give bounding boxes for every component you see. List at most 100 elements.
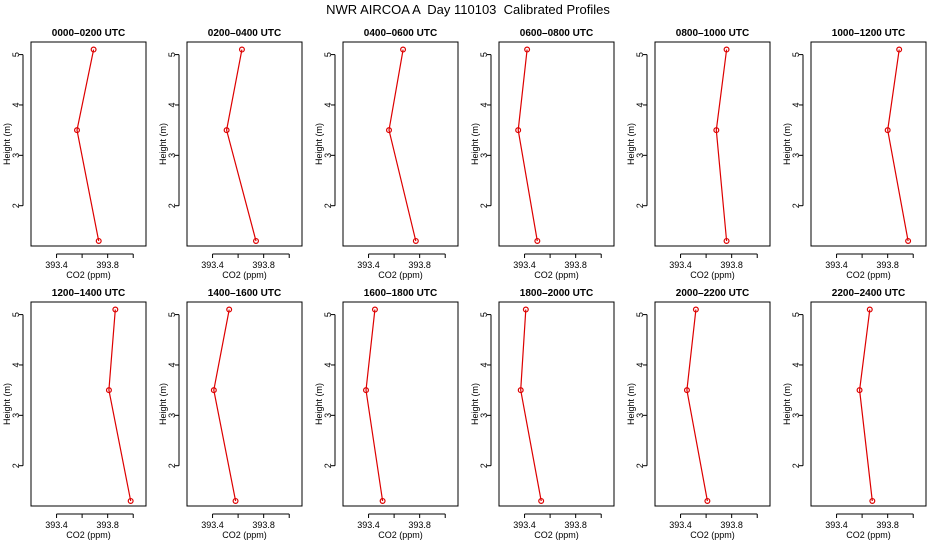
x-axis-label: CO2 (ppm)	[222, 270, 267, 280]
profile-line	[108, 309, 132, 502]
plot-frame	[30, 41, 147, 247]
data-point	[534, 237, 541, 244]
data-point	[869, 497, 876, 504]
y-tick-label: 3	[635, 153, 645, 158]
y-tick-label: 5	[11, 312, 21, 317]
x-tick-label: 393.4	[513, 260, 536, 270]
y-axis-label: Height (m)	[626, 123, 636, 165]
profile-line	[520, 309, 542, 502]
x-axis-label: CO2 (ppm)	[846, 530, 891, 540]
y-tick-label: 5	[635, 312, 645, 317]
x-tick-label: 393.8	[720, 520, 743, 530]
y-tick-label: 5	[323, 312, 333, 317]
data-point	[127, 497, 134, 504]
data-point	[884, 127, 891, 134]
y-tick-label: 3	[11, 413, 21, 418]
y-tick-label: 5	[323, 52, 333, 57]
x-tick-label: 393.4	[669, 520, 692, 530]
y-axis-label: Height (m)	[626, 383, 636, 425]
y-tick-label: 5	[791, 52, 801, 57]
data-point	[522, 306, 529, 313]
profile-line	[858, 309, 873, 502]
data-point	[95, 237, 102, 244]
x-tick-label: 393.4	[45, 260, 68, 270]
x-tick-label: 393.4	[669, 260, 692, 270]
data-point	[73, 127, 80, 134]
plot-frame	[810, 41, 927, 247]
x-axis-label: CO2 (ppm)	[534, 530, 579, 540]
x-tick-label: 393.4	[201, 520, 224, 530]
data-point	[223, 127, 230, 134]
x-tick-label: 393.8	[876, 260, 899, 270]
x-axis-label: CO2 (ppm)	[690, 270, 735, 280]
y-tick-label: 3	[635, 413, 645, 418]
y-tick-label: 4	[167, 362, 177, 367]
y-tick-label: 3	[791, 153, 801, 158]
y-tick-label: 3	[167, 153, 177, 158]
data-point	[524, 46, 531, 53]
x-tick-label: 393.8	[252, 260, 275, 270]
panel-title: 1800–2000 UTC	[520, 288, 593, 299]
plot-frame	[654, 41, 771, 247]
y-tick-label: 3	[323, 153, 333, 158]
y-tick-label: 3	[479, 153, 489, 158]
y-tick-label: 2	[323, 463, 333, 468]
y-tick-label: 5	[479, 312, 489, 317]
y-tick-label: 3	[11, 153, 21, 158]
profile-line	[388, 49, 417, 242]
y-tick-label: 2	[167, 203, 177, 208]
data-point	[253, 237, 260, 244]
x-tick-label: 393.8	[408, 520, 431, 530]
panel-title: 2200–2400 UTC	[832, 288, 905, 299]
chart-title: NWR AIRCOA A Day 110103 Calibrated Profi…	[326, 2, 610, 17]
plot-frame	[186, 301, 303, 507]
x-axis-label: CO2 (ppm)	[378, 530, 423, 540]
y-tick-label: 4	[479, 102, 489, 107]
y-tick-label: 4	[635, 102, 645, 107]
y-tick-label: 5	[167, 52, 177, 57]
y-axis-label: Height (m)	[158, 383, 168, 425]
x-tick-label: 393.8	[252, 520, 275, 530]
x-axis-label: CO2 (ppm)	[690, 530, 735, 540]
x-tick-label: 393.4	[825, 260, 848, 270]
x-axis-label: CO2 (ppm)	[222, 530, 267, 540]
y-tick-label: 2	[11, 203, 21, 208]
panel-title: 0400–0600 UTC	[364, 28, 437, 39]
data-point	[704, 497, 711, 504]
x-tick-label: 393.4	[513, 520, 536, 530]
y-axis-label: Height (m)	[470, 123, 480, 165]
y-tick-label: 2	[167, 463, 177, 468]
y-axis-label: Height (m)	[470, 383, 480, 425]
profile-line	[887, 49, 909, 242]
y-axis-label: Height (m)	[158, 123, 168, 165]
y-tick-label: 3	[479, 413, 489, 418]
data-point	[379, 497, 386, 504]
data-point	[905, 237, 912, 244]
data-point	[515, 127, 522, 134]
profile-line	[517, 49, 538, 242]
panel-title: 0000–0200 UTC	[52, 28, 125, 39]
y-tick-label: 2	[479, 203, 489, 208]
x-tick-label: 393.4	[357, 260, 380, 270]
plot-frame	[810, 301, 927, 507]
data-point	[856, 387, 863, 394]
y-axis-label: Height (m)	[314, 383, 324, 425]
profile-line	[686, 309, 708, 502]
x-tick-label: 393.4	[357, 520, 380, 530]
x-tick-label: 393.8	[408, 260, 431, 270]
y-tick-label: 5	[635, 52, 645, 57]
y-tick-label: 3	[791, 413, 801, 418]
y-tick-label: 2	[11, 463, 21, 468]
x-tick-label: 393.4	[45, 520, 68, 530]
y-tick-label: 4	[323, 102, 333, 107]
x-tick-label: 393.8	[564, 520, 587, 530]
x-axis-label: CO2 (ppm)	[846, 270, 891, 280]
y-tick-label: 3	[323, 413, 333, 418]
data-point	[683, 387, 690, 394]
